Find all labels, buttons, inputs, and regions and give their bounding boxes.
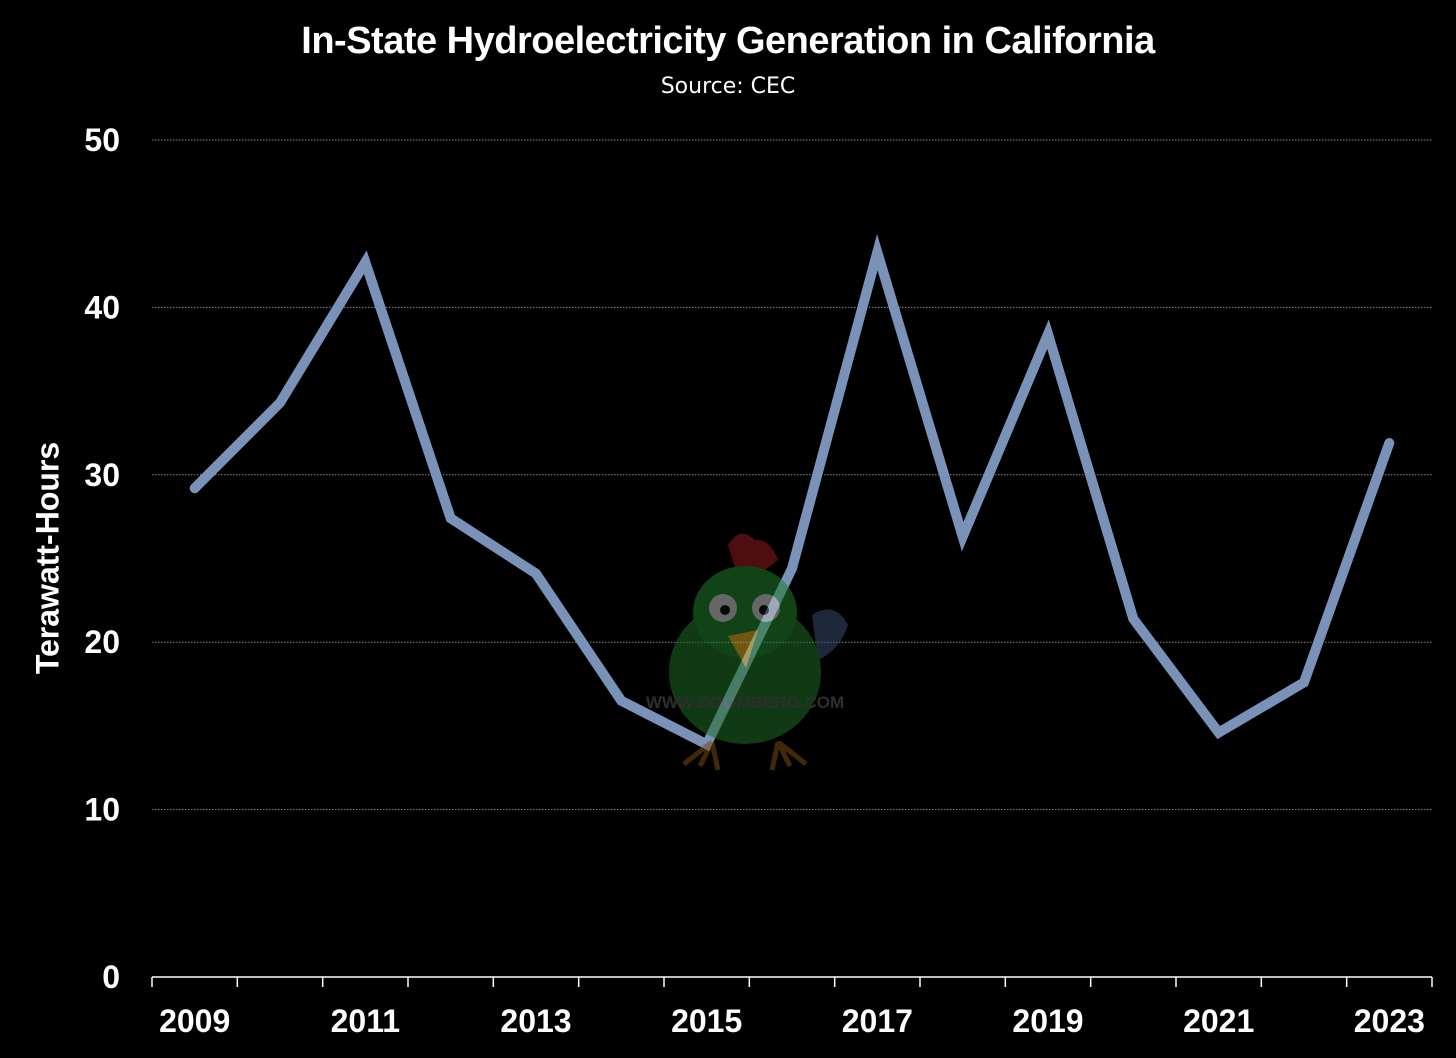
y-tick-label: 10 (84, 792, 120, 828)
x-tick-label: 2019 (1012, 1003, 1083, 1039)
x-tick-label: 2023 (1354, 1003, 1425, 1039)
y-tick-label: 0 (102, 959, 120, 995)
y-tick-label: 20 (84, 624, 120, 660)
x-axis: 2009 2011 2013 2015 2017 2019 2021 2023 (151, 976, 1433, 1039)
x-tick-label: 2011 (331, 1003, 400, 1039)
x-tick-label: 2009 (159, 1003, 230, 1039)
doomberg-chicken-logo: WWW.DOOMBERG.COM (646, 533, 848, 771)
y-axis-ticks: 0 10 20 30 40 50 (84, 122, 120, 995)
x-tick-label: 2017 (842, 1003, 913, 1039)
y-tick-label: 40 (84, 289, 120, 325)
y-tick-label: 50 (84, 122, 120, 158)
x-tick-label: 2015 (671, 1003, 742, 1039)
watermark-text: WWW.DOOMBERG.COM (646, 693, 844, 712)
x-tick-label: 2013 (500, 1003, 571, 1039)
chart-title: In-State Hydroelectricity Generation in … (301, 20, 1155, 62)
y-tick-label: 30 (84, 457, 120, 493)
chart-subtitle: Source: CEC (660, 74, 796, 99)
x-tick-label: 2021 (1183, 1003, 1254, 1039)
